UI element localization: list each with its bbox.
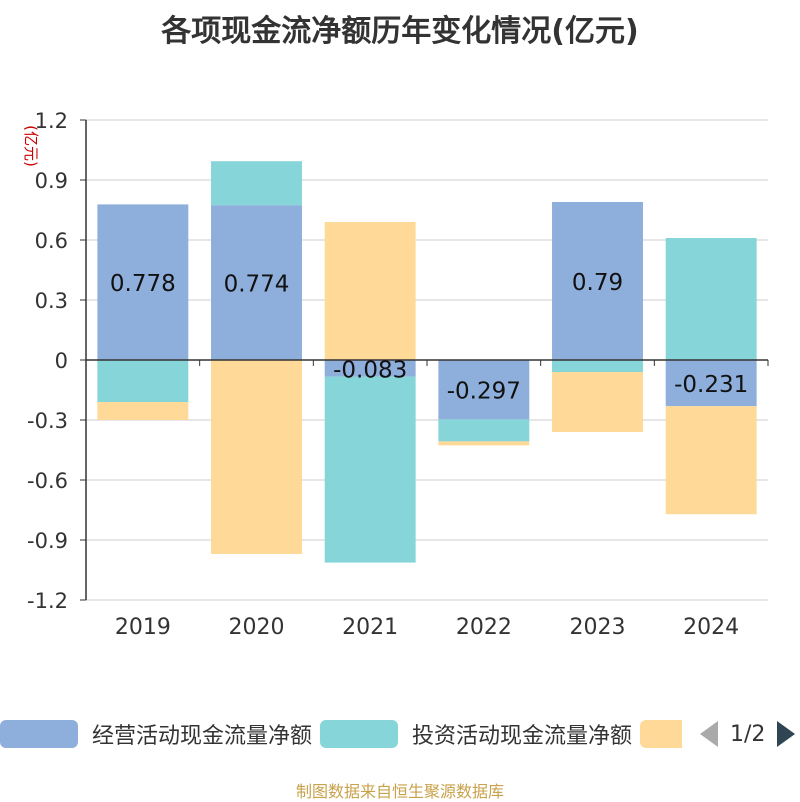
- y-tick-label: -0.9: [27, 529, 68, 553]
- axes: 1.2 0.9 0.6 0.3 0 -0.3 -0.6 -0.9 -1.2 2019 2020 202…: [27, 109, 769, 640]
- bar-series-0-2021: [324, 360, 416, 377]
- bar-series-0-2020: [211, 205, 302, 360]
- legend-item-financing[interactable]: [640, 716, 682, 752]
- y-tick-label: 0: [55, 349, 68, 373]
- chart-title: 各项现金流净额历年变化情况(亿元): [161, 14, 639, 49]
- legend-page-indicator: 1/2: [730, 721, 766, 747]
- data-label: 0.774: [224, 272, 290, 298]
- data-label: 0.778: [110, 271, 176, 297]
- data-source-note: 制图数据来自恒生聚源数据库: [295, 782, 504, 801]
- bar-series-2-2020: [211, 360, 302, 554]
- grid-lines: [86, 119, 768, 601]
- x-tick-label: 2019: [115, 615, 171, 640]
- legend-next-icon[interactable]: [777, 721, 796, 747]
- y-tick-label: 0.3: [35, 289, 68, 313]
- legend-label-investing: 投资活动现金流量净额: [412, 724, 633, 749]
- legend-swatch-operating: [0, 720, 78, 748]
- x-tick-label: 2024: [683, 615, 739, 640]
- x-tick-label: 2021: [342, 615, 398, 640]
- bar-series-2-2022: [438, 441, 530, 446]
- legend-pager: 1/2: [700, 716, 796, 752]
- y-tick-label: 0.6: [35, 229, 68, 253]
- bar-series-0-2019: [97, 204, 189, 360]
- x-tick-label: 2023: [570, 615, 626, 640]
- y-tick-label: -0.6: [27, 469, 68, 493]
- data-labels: 0.778 0.774 -0.083 -0.297 0.79 -0.231: [110, 270, 748, 405]
- data-label: -0.231: [674, 372, 748, 398]
- bar-chart: (亿元) 1.2 0.9 0.6 0.3 0 -0.3 -0.6 -0.9 -1.2 2019 20…: [22, 109, 769, 640]
- bar-series-0-2023: [552, 202, 643, 360]
- legend-item-operating[interactable]: 经营活动现金流量净额: [0, 716, 312, 752]
- bar-series-2-2019: [97, 402, 189, 420]
- y-tick-label: -1.2: [27, 589, 68, 613]
- bar-series-2-2024: [665, 406, 757, 515]
- bar-series-1-2023: [552, 360, 643, 372]
- bar-series-1-2019: [97, 360, 189, 402]
- legend-swatch-financing: [640, 720, 682, 748]
- bar-series-2-2021: [324, 222, 416, 360]
- bar-series-2-2023: [552, 372, 643, 432]
- bar-series-0-2024: [665, 360, 757, 407]
- legend-item-investing[interactable]: 投资活动现金流量净额: [320, 716, 632, 752]
- y-tick-label: 1.2: [35, 109, 68, 133]
- x-tick-label: 2020: [229, 615, 285, 640]
- bar-series-1-2024: [665, 238, 757, 360]
- data-label: 0.79: [572, 270, 623, 296]
- data-label: -0.297: [447, 379, 521, 405]
- legend-swatch-investing: [320, 720, 398, 748]
- bar-series-1-2020: [211, 161, 302, 206]
- legend-label-operating: 经营活动现金流量净额: [92, 724, 313, 749]
- bars: [97, 161, 757, 563]
- x-tick-label: 2022: [456, 615, 512, 640]
- legend-prev-icon[interactable]: [700, 721, 718, 747]
- legend: 经营活动现金流量净额 投资活动现金流量净额 1/2: [0, 716, 800, 752]
- y-axis-unit-label: (亿元): [22, 125, 40, 167]
- y-tick-label: -0.3: [27, 409, 68, 433]
- y-tick-label: 0.9: [35, 169, 68, 193]
- bar-series-1-2022: [438, 419, 530, 442]
- bar-series-0-2022: [438, 360, 530, 420]
- data-label: -0.083: [333, 357, 407, 383]
- bar-series-1-2021: [324, 376, 416, 563]
